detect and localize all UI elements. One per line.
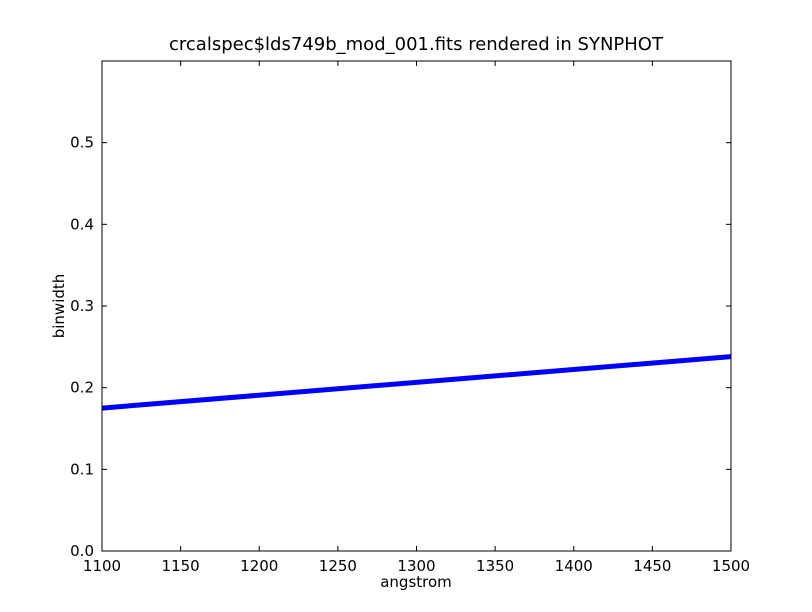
x-tick-label: 1300 xyxy=(397,557,435,575)
y-tick-label: 0.4 xyxy=(70,215,94,233)
plot-area xyxy=(102,354,731,411)
x-tick-label: 1350 xyxy=(476,557,514,575)
y-tick-label: 0.5 xyxy=(70,134,94,152)
y-tick-label: 0.2 xyxy=(70,379,94,397)
x-tick-label: 1400 xyxy=(555,557,593,575)
x-tick-label: 1150 xyxy=(162,557,200,575)
y-axis-label: binwidth xyxy=(50,274,68,339)
y-tick-label: 0.1 xyxy=(70,460,94,478)
y-tick-label: 0.3 xyxy=(70,297,94,315)
x-tick-label: 1450 xyxy=(633,557,671,575)
x-tick-label: 1100 xyxy=(83,557,121,575)
chart-title: crcalspec$lds749b_mod_001.fits rendered … xyxy=(169,34,664,55)
y-tick-label: 0.0 xyxy=(70,542,94,560)
x-tick-label: 1200 xyxy=(240,557,278,575)
plot-frame xyxy=(101,60,732,552)
x-tick-label: 1250 xyxy=(319,557,357,575)
axis-ticks: 1100 1150 1200 1250 1300 1350 1400 1450 1500 0.0 0… xyxy=(70,60,750,575)
x-tick-label: 1500 xyxy=(712,557,750,575)
series-line-0 xyxy=(102,354,731,411)
x-axis-label: angstrom xyxy=(380,573,452,591)
